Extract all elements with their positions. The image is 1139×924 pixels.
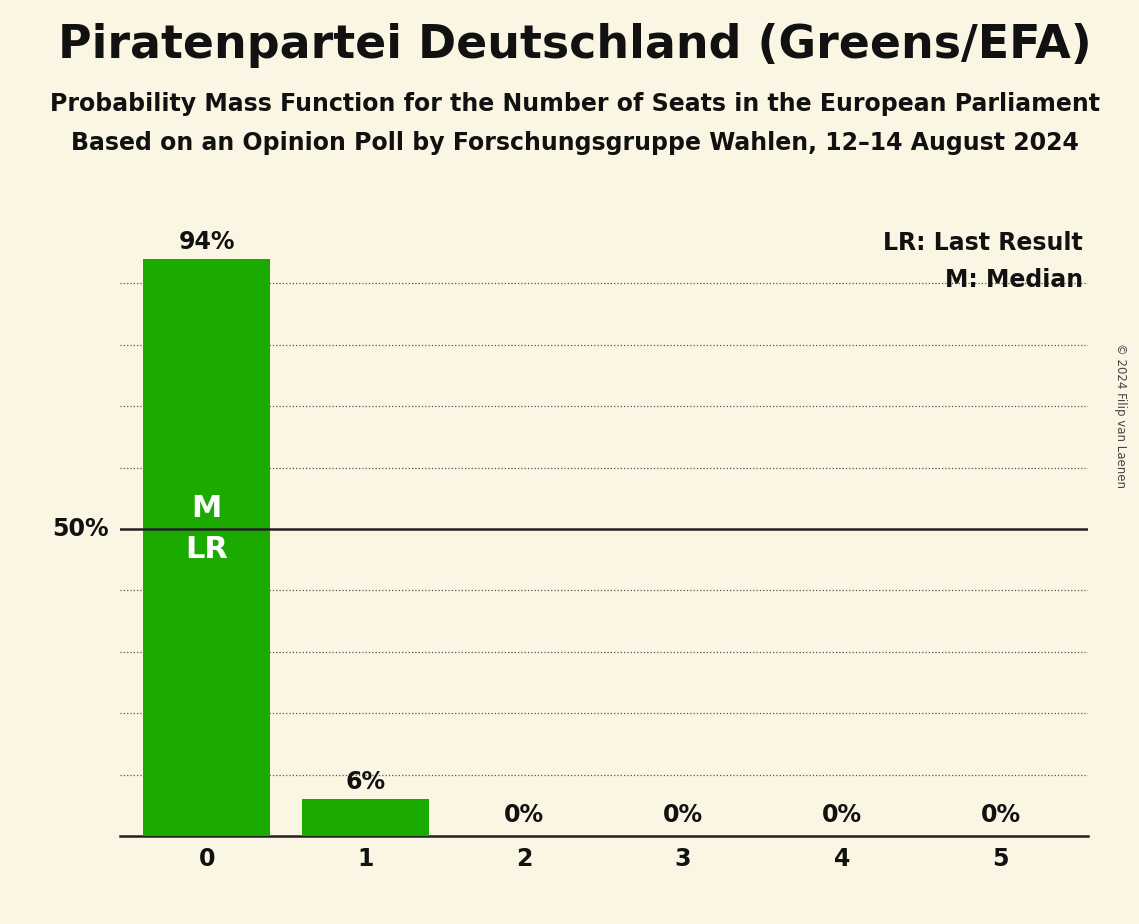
Text: 0%: 0% [821,803,862,827]
Text: Based on an Opinion Poll by Forschungsgruppe Wahlen, 12–14 August 2024: Based on an Opinion Poll by Forschungsgr… [72,131,1079,155]
Text: 0%: 0% [981,803,1021,827]
Text: 50%: 50% [52,517,108,541]
Text: M
LR: M LR [186,494,228,564]
Text: 6%: 6% [345,771,386,795]
Text: M: Median: M: Median [944,268,1083,292]
Text: © 2024 Filip van Laenen: © 2024 Filip van Laenen [1114,344,1128,488]
Text: LR: Last Result: LR: Last Result [883,231,1083,255]
Bar [144,259,270,836]
Text: 94%: 94% [179,230,235,254]
Text: Piratenpartei Deutschland (Greens/EFA): Piratenpartei Deutschland (Greens/EFA) [58,23,1092,68]
Text: 0%: 0% [663,803,703,827]
Bar [302,799,429,836]
Text: 0%: 0% [505,803,544,827]
Text: Probability Mass Function for the Number of Seats in the European Parliament: Probability Mass Function for the Number… [50,92,1100,116]
